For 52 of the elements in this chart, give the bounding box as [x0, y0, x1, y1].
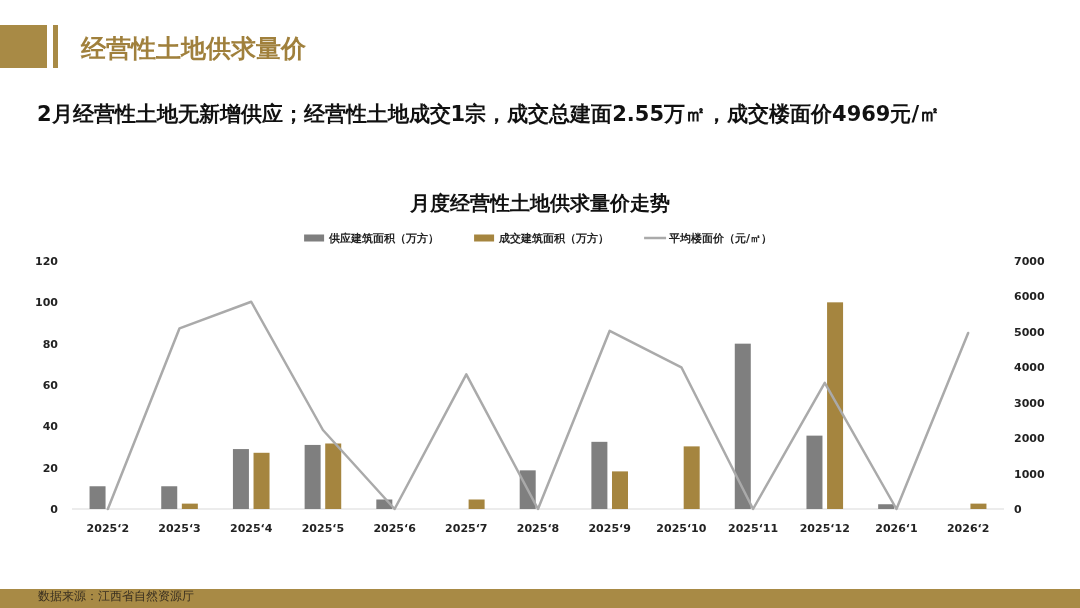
bar — [468, 499, 485, 509]
y-tick-label: 120 — [35, 255, 59, 268]
y2-tick-label: 6000 — [1014, 290, 1045, 304]
line-series — [106, 300, 970, 511]
y-tick-label: 20 — [42, 461, 59, 475]
bar — [878, 504, 895, 509]
chart-title: 月度经营性土地供求量价走势 — [409, 191, 670, 215]
x-tick-label: 2025‘7 — [445, 522, 488, 535]
bar — [827, 302, 844, 509]
legend-label: 成交建筑面积（万方） — [498, 232, 610, 245]
source-note: 数据来源：江西省自然资源厅 — [38, 589, 194, 603]
legend-label: 平均楼面价（元/㎡） — [668, 232, 773, 245]
y2-tick-label: 3000 — [1014, 396, 1045, 410]
y2-tick-label: 5000 — [1014, 325, 1045, 339]
bar — [325, 443, 342, 509]
y2-tick-label: 4000 — [1014, 361, 1045, 375]
chart-subtitle: 2月经营性土地无新增供应；经营性土地成交1宗，成交总建面2.55万㎡，成交楼面价4969元/㎡ — [37, 102, 941, 126]
bar — [734, 343, 751, 509]
text: 经营性土地供求量价 — [80, 34, 307, 63]
bar — [970, 503, 987, 509]
x-tick-label: 2025‘11 — [728, 522, 779, 535]
y-tick-label: 0 — [50, 503, 59, 516]
bar — [591, 441, 608, 509]
bar — [683, 446, 700, 509]
y2-tick-label: 7000 — [1014, 255, 1045, 268]
y2-tick-label: 1000 — [1014, 467, 1045, 481]
x-tick-label: 2025‘5 — [301, 522, 345, 535]
y2-tick-label: 0 — [1014, 503, 1022, 516]
x-tick-label: 2025‘8 — [516, 522, 560, 535]
y-tick-label: 80 — [42, 337, 59, 351]
bar — [253, 452, 270, 509]
bar — [232, 449, 249, 509]
bar — [611, 471, 628, 509]
x-tick-label: 2025‘9 — [588, 522, 631, 535]
x-tick-label: 2025‘6 — [373, 522, 417, 535]
y-tick-label: 60 — [42, 379, 59, 392]
legend-label: 供应建筑面积（万方） — [328, 232, 440, 245]
x-tick-label: 2026‘2 — [946, 522, 990, 535]
y2-tick-label: 2000 — [1014, 432, 1045, 446]
x-tick-label: 2026‘1 — [875, 522, 918, 535]
x-tick-label: 2025‘10 — [656, 522, 707, 535]
bar — [89, 486, 106, 509]
y-tick-label: 100 — [35, 296, 59, 310]
bar — [161, 486, 178, 509]
x-tick-label: 2025‘4 — [230, 522, 273, 535]
bar — [304, 444, 321, 509]
y-tick-label: 40 — [42, 420, 59, 434]
x-tick-label: 2025‘3 — [158, 522, 201, 535]
bar — [181, 503, 198, 509]
bar — [806, 435, 823, 509]
x-tick-label: 2025‘12 — [799, 522, 850, 535]
x-tick-label: 2025‘2 — [86, 522, 130, 535]
